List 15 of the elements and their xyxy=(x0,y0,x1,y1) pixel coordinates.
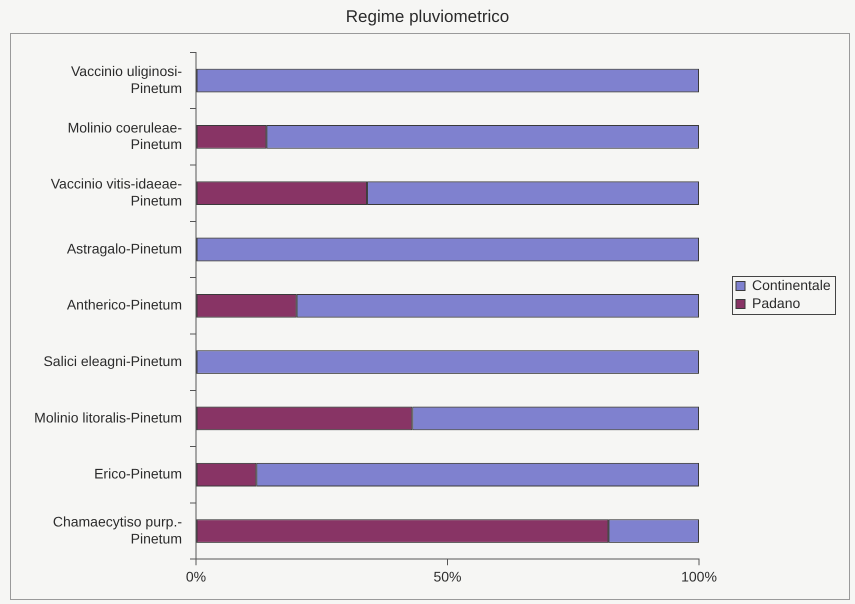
y-tick-label: Antherico-Pinetum xyxy=(66,296,182,313)
y-tick-label: Salici eleagni-Pinetum xyxy=(43,352,182,369)
y-tick-label: Erico-Pinetum xyxy=(94,466,182,482)
y-tick-label: Astragalo-Pinetum xyxy=(66,240,182,256)
y-tick-label: Molinio coeruleae-Pinetum xyxy=(68,119,182,152)
x-tick-label: 50% xyxy=(433,568,462,584)
y-tick-label: Vaccinio vitis-idaeae-Pinetum xyxy=(50,176,182,208)
legend-label: Padano xyxy=(752,294,800,311)
x-tick-label: 0% xyxy=(186,568,206,584)
y-tick-label: Chamaecytiso purp.-Pinetum xyxy=(52,514,182,546)
x-tick-label: 100% xyxy=(681,568,717,584)
y-tick-label: Vaccinio uliginosi-Pinetum xyxy=(70,63,182,96)
chart-title: Regime pluviometrico xyxy=(346,6,510,26)
legend-label: Continentale xyxy=(752,276,831,293)
y-tick-label: Molinio litoralis-Pinetum xyxy=(34,409,182,426)
